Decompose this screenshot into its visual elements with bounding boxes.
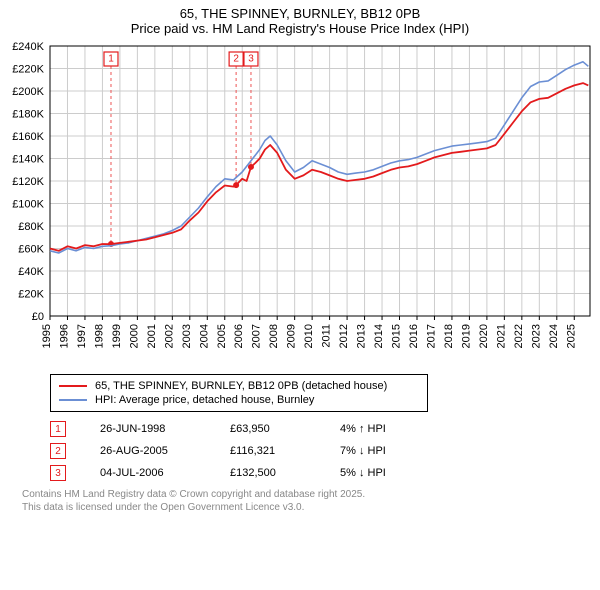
svg-text:2008: 2008 [268,324,280,348]
footer-attribution: Contains HM Land Registry data © Crown c… [22,488,600,514]
svg-text:2003: 2003 [181,324,193,348]
sale-price: £132,500 [230,467,340,479]
svg-text:£140K: £140K [12,154,44,166]
sale-marker-1: 1 [50,421,66,437]
svg-text:2009: 2009 [286,324,298,348]
sale-date: 26-JUN-1998 [100,423,230,435]
chart-title: 65, THE SPINNEY, BURNLEY, BB12 0PB Price… [0,0,600,38]
svg-text:£180K: £180K [12,109,44,121]
legend-swatch-hpi [59,399,87,401]
svg-text:2020: 2020 [478,324,490,348]
svg-text:£80K: £80K [18,221,44,233]
svg-text:2011: 2011 [321,324,333,348]
svg-text:£240K: £240K [12,41,44,53]
svg-text:£40K: £40K [18,266,44,278]
svg-text:£20K: £20K [18,289,44,301]
svg-text:2016: 2016 [408,324,420,348]
svg-text:£160K: £160K [12,131,44,143]
svg-text:£100K: £100K [12,199,44,211]
legend-label: 65, THE SPINNEY, BURNLEY, BB12 0PB (deta… [95,380,387,392]
svg-text:£220K: £220K [12,64,44,76]
svg-text:£120K: £120K [12,176,44,188]
svg-text:£60K: £60K [18,244,44,256]
svg-text:2013: 2013 [356,324,368,348]
sale-date: 04-JUL-2006 [100,467,230,479]
svg-text:1996: 1996 [58,324,70,348]
sale-delta: 7% ↓ HPI [340,445,440,457]
table-row: 1 26-JUN-1998 £63,950 4% ↑ HPI [50,418,600,440]
svg-text:1: 1 [108,54,114,65]
sale-date: 26-AUG-2005 [100,445,230,457]
svg-text:3: 3 [248,54,254,65]
sale-price: £116,321 [230,445,340,457]
svg-text:2024: 2024 [548,324,560,348]
svg-text:2007: 2007 [251,324,263,348]
svg-text:2014: 2014 [373,324,385,348]
svg-text:2019: 2019 [460,324,472,348]
table-row: 3 04-JUL-2006 £132,500 5% ↓ HPI [50,462,600,484]
svg-text:2025: 2025 [565,324,577,348]
title-subtitle: Price paid vs. HM Land Registry's House … [0,21,600,36]
svg-text:2023: 2023 [530,324,542,348]
svg-text:2022: 2022 [513,324,525,348]
legend-label: HPI: Average price, detached house, Burn… [95,394,314,406]
sale-marker-2: 2 [50,443,66,459]
svg-text:2000: 2000 [128,324,140,348]
chart-plot: £0 £20K £40K £60K £80K £100K £120K £140K £160K £1… [0,38,600,368]
sale-marker-3: 3 [50,465,66,481]
svg-text:2021: 2021 [495,324,507,348]
svg-text:2017: 2017 [425,324,437,348]
svg-text:1999: 1999 [111,324,123,348]
legend: 65, THE SPINNEY, BURNLEY, BB12 0PB (deta… [50,374,428,412]
chart-container: { "title": { "line1": "65, THE SPINNEY, … [0,0,600,514]
svg-text:1997: 1997 [76,324,88,348]
footer-line2: This data is licensed under the Open Gov… [22,501,600,514]
svg-text:2018: 2018 [443,324,455,348]
table-row: 2 26-AUG-2005 £116,321 7% ↓ HPI [50,440,600,462]
svg-text:1998: 1998 [93,324,105,348]
svg-text:1995: 1995 [41,324,53,348]
title-address: 65, THE SPINNEY, BURNLEY, BB12 0PB [0,6,600,21]
svg-text:2006: 2006 [233,324,245,348]
svg-text:2012: 2012 [338,324,350,348]
sale-price: £63,950 [230,423,340,435]
svg-text:2015: 2015 [391,324,403,348]
legend-swatch-property [59,385,87,387]
chart-svg: £0 £20K £40K £60K £80K £100K £120K £140K £160K £1… [0,38,600,368]
svg-text:2: 2 [233,54,239,65]
sale-delta: 5% ↓ HPI [340,467,440,479]
svg-text:2002: 2002 [163,324,175,348]
svg-text:2001: 2001 [146,324,158,348]
footer-line1: Contains HM Land Registry data © Crown c… [22,488,600,501]
svg-text:£0: £0 [32,311,44,323]
svg-text:£200K: £200K [12,86,44,98]
svg-text:2005: 2005 [216,324,228,348]
legend-item: HPI: Average price, detached house, Burn… [59,393,419,407]
legend-item: 65, THE SPINNEY, BURNLEY, BB12 0PB (deta… [59,379,419,393]
sale-delta: 4% ↑ HPI [340,423,440,435]
sales-table: 1 26-JUN-1998 £63,950 4% ↑ HPI 2 26-AUG-… [50,418,600,484]
svg-text:2004: 2004 [198,324,210,348]
svg-text:2010: 2010 [303,324,315,348]
